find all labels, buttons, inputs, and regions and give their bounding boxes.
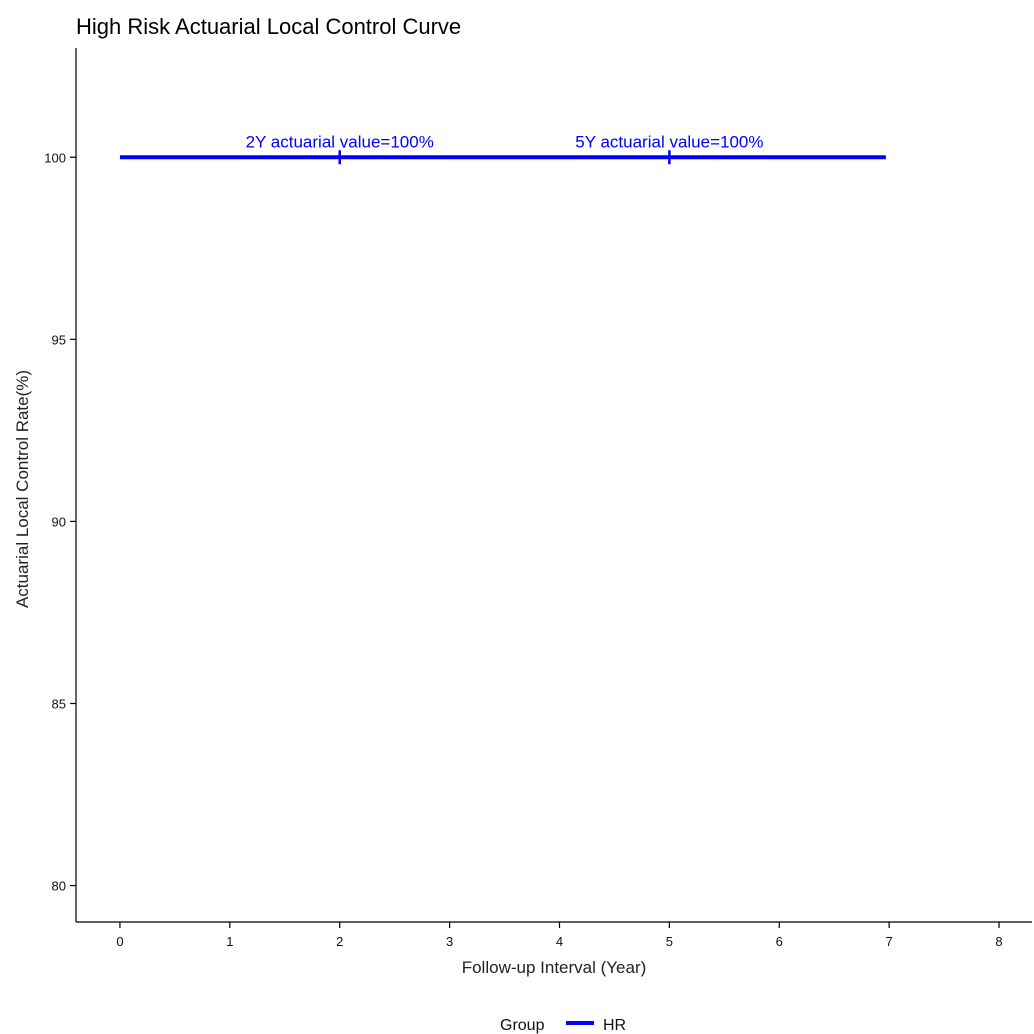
x-tick-label: 1 — [226, 934, 233, 949]
annotation-label: 2Y actuarial value=100% — [246, 132, 434, 151]
axes — [75, 48, 1032, 923]
x-axis-ticks: 0 1 2 3 4 5 6 7 8 — [116, 922, 1003, 949]
y-axis-ticks: 80 85 90 95 100 — [44, 150, 76, 894]
legend: Group HR — [500, 1017, 626, 1034]
y-tick-label: 80 — [52, 879, 66, 894]
legend-label-hr: HR — [603, 1017, 626, 1034]
x-tick-label: 3 — [446, 934, 453, 949]
legend-title: Group — [500, 1017, 545, 1034]
y-tick-label: 90 — [52, 514, 66, 529]
y-tick-label: 95 — [52, 332, 66, 347]
x-tick-label: 7 — [886, 934, 893, 949]
y-tick-label: 85 — [52, 697, 66, 712]
y-tick-label: 100 — [44, 150, 66, 165]
x-axis-title: Follow-up Interval (Year) — [462, 958, 647, 977]
annotation-label: 5Y actuarial value=100% — [575, 132, 763, 151]
series-layer — [119, 150, 886, 165]
x-tick-label: 8 — [995, 934, 1002, 949]
x-tick-label: 4 — [556, 934, 563, 949]
annotation-layer: 2Y actuarial value=100% 5Y actuarial valu… — [246, 132, 764, 151]
x-tick-label: 2 — [336, 934, 343, 949]
x-tick-label: 5 — [666, 934, 673, 949]
x-tick-label: 6 — [776, 934, 783, 949]
chart-title: High Risk Actuarial Local Control Curve — [76, 14, 461, 39]
y-axis-title: Actuarial Local Control Rate(%) — [13, 370, 32, 608]
x-tick-label: 0 — [116, 934, 123, 949]
